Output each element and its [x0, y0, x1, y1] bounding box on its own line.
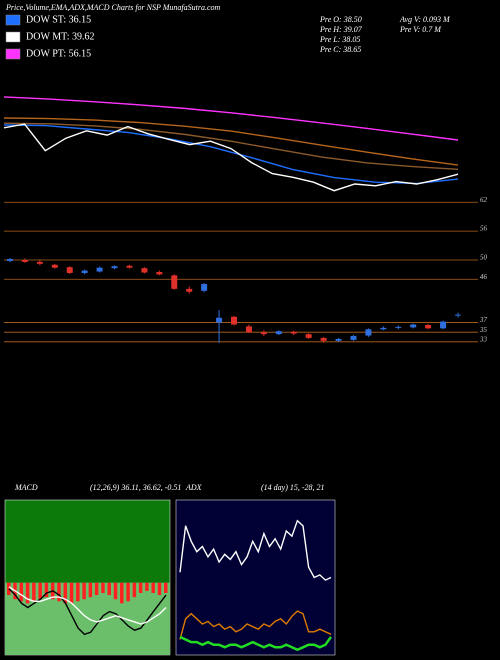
histogram-bar	[107, 582, 111, 596]
histogram-bar	[44, 582, 49, 598]
histogram-bar	[19, 582, 24, 602]
histogram-bar	[113, 582, 118, 600]
candle-body	[350, 336, 357, 340]
legend-label: DOW ST: 36.15	[26, 14, 91, 25]
stat-label: Avg V: 0.093 M	[399, 15, 451, 24]
stat-label: Pre O: 38.50	[319, 15, 362, 24]
panel-subtitle: (14 day) 15, -28, 21	[261, 483, 325, 492]
candle-body	[201, 284, 208, 291]
candle-body	[290, 331, 297, 334]
candle-body	[260, 332, 267, 335]
candle-body	[126, 265, 133, 268]
candle-body	[51, 264, 58, 268]
candle-body	[111, 266, 118, 269]
line-series	[179, 635, 333, 652]
chart-panel	[3, 96, 459, 192]
candle-body	[66, 267, 73, 273]
histogram-bar	[164, 582, 168, 593]
candle-body	[156, 272, 163, 275]
candle-body	[96, 267, 103, 272]
page-title: Price,Volume,EMA,ADX,MACD Charts for NSP…	[5, 3, 221, 12]
stat-label: Pre V: 0.7 M	[399, 25, 442, 34]
line-series	[3, 124, 459, 185]
histogram-bar	[63, 582, 68, 604]
line-series	[179, 610, 332, 640]
stat-label: Pre H: 39.07	[319, 25, 363, 34]
candle-body	[455, 314, 461, 316]
histogram-bar	[57, 582, 61, 602]
legend-label: DOW MT: 39.62	[26, 31, 94, 42]
candle-body	[305, 334, 312, 338]
candle-body	[81, 270, 88, 273]
histogram-bar	[120, 582, 124, 604]
stat-label: Pre L: 38.05	[319, 35, 360, 44]
legend-label: DOW PT: 56.15	[26, 48, 91, 59]
histogram-bar	[7, 582, 11, 596]
histogram-bar	[101, 582, 105, 593]
stat-label: Pre C: 38.65	[319, 45, 361, 54]
candle-body	[231, 316, 237, 325]
legend-swatch	[5, 31, 21, 43]
line-series	[8, 588, 167, 636]
y-tick-label: 46	[480, 273, 488, 281]
histogram-bar	[88, 582, 93, 598]
panel-title: MACD	[14, 483, 38, 492]
line-series	[3, 122, 459, 170]
candle-body	[7, 259, 13, 261]
panel-title: ADX	[185, 483, 203, 492]
legend-swatch	[5, 48, 21, 60]
candle-body	[36, 261, 43, 264]
candle-body	[275, 331, 282, 335]
candle-body	[216, 317, 223, 323]
line-series	[8, 586, 167, 625]
negative-zone	[5, 582, 170, 655]
line-series	[3, 96, 459, 141]
candle-body	[425, 324, 432, 329]
candle-body	[380, 327, 387, 330]
histogram-bar	[25, 582, 30, 604]
legend-swatch	[5, 14, 21, 26]
candle-body	[186, 288, 193, 292]
candle-body	[410, 324, 417, 328]
y-tick-label: 33	[479, 335, 488, 343]
y-tick-label: 56	[480, 225, 488, 233]
candle-body	[320, 337, 327, 341]
chart-panel: MACD (12,26,9) 36.11, 36.62, -0.51	[4, 483, 181, 656]
y-tick-label: 62	[480, 196, 488, 204]
line-series	[179, 519, 332, 581]
candle-body	[141, 268, 148, 273]
histogram-bar	[38, 582, 42, 600]
histogram-bar	[151, 582, 155, 593]
histogram-bar	[145, 582, 149, 591]
histogram-bar	[157, 582, 162, 596]
y-tick-label: 35	[479, 326, 488, 334]
chart-panel: ADX (14 day) 15, -28, 21	[175, 483, 336, 656]
line-series	[3, 117, 459, 166]
candle-body	[335, 338, 342, 341]
y-tick-label: 37	[479, 316, 488, 324]
candle-body	[21, 259, 28, 262]
candle-body	[245, 326, 252, 333]
histogram-bar	[94, 582, 99, 596]
panel-subtitle: (12,26,9) 36.11, 36.62, -0.51	[90, 483, 181, 492]
line-series	[3, 123, 459, 192]
candle-body	[395, 326, 402, 328]
histogram-bar	[69, 582, 74, 604]
candle-body	[365, 329, 372, 336]
candle-body	[440, 321, 447, 329]
histogram-bar	[76, 582, 80, 602]
histogram-bar	[32, 582, 36, 602]
histogram-bar	[82, 582, 86, 600]
histogram-bar	[132, 582, 137, 598]
histogram-bar	[126, 582, 130, 602]
candle-body	[171, 275, 178, 289]
y-tick-label: 50	[480, 254, 488, 262]
histogram-bar	[138, 582, 143, 593]
